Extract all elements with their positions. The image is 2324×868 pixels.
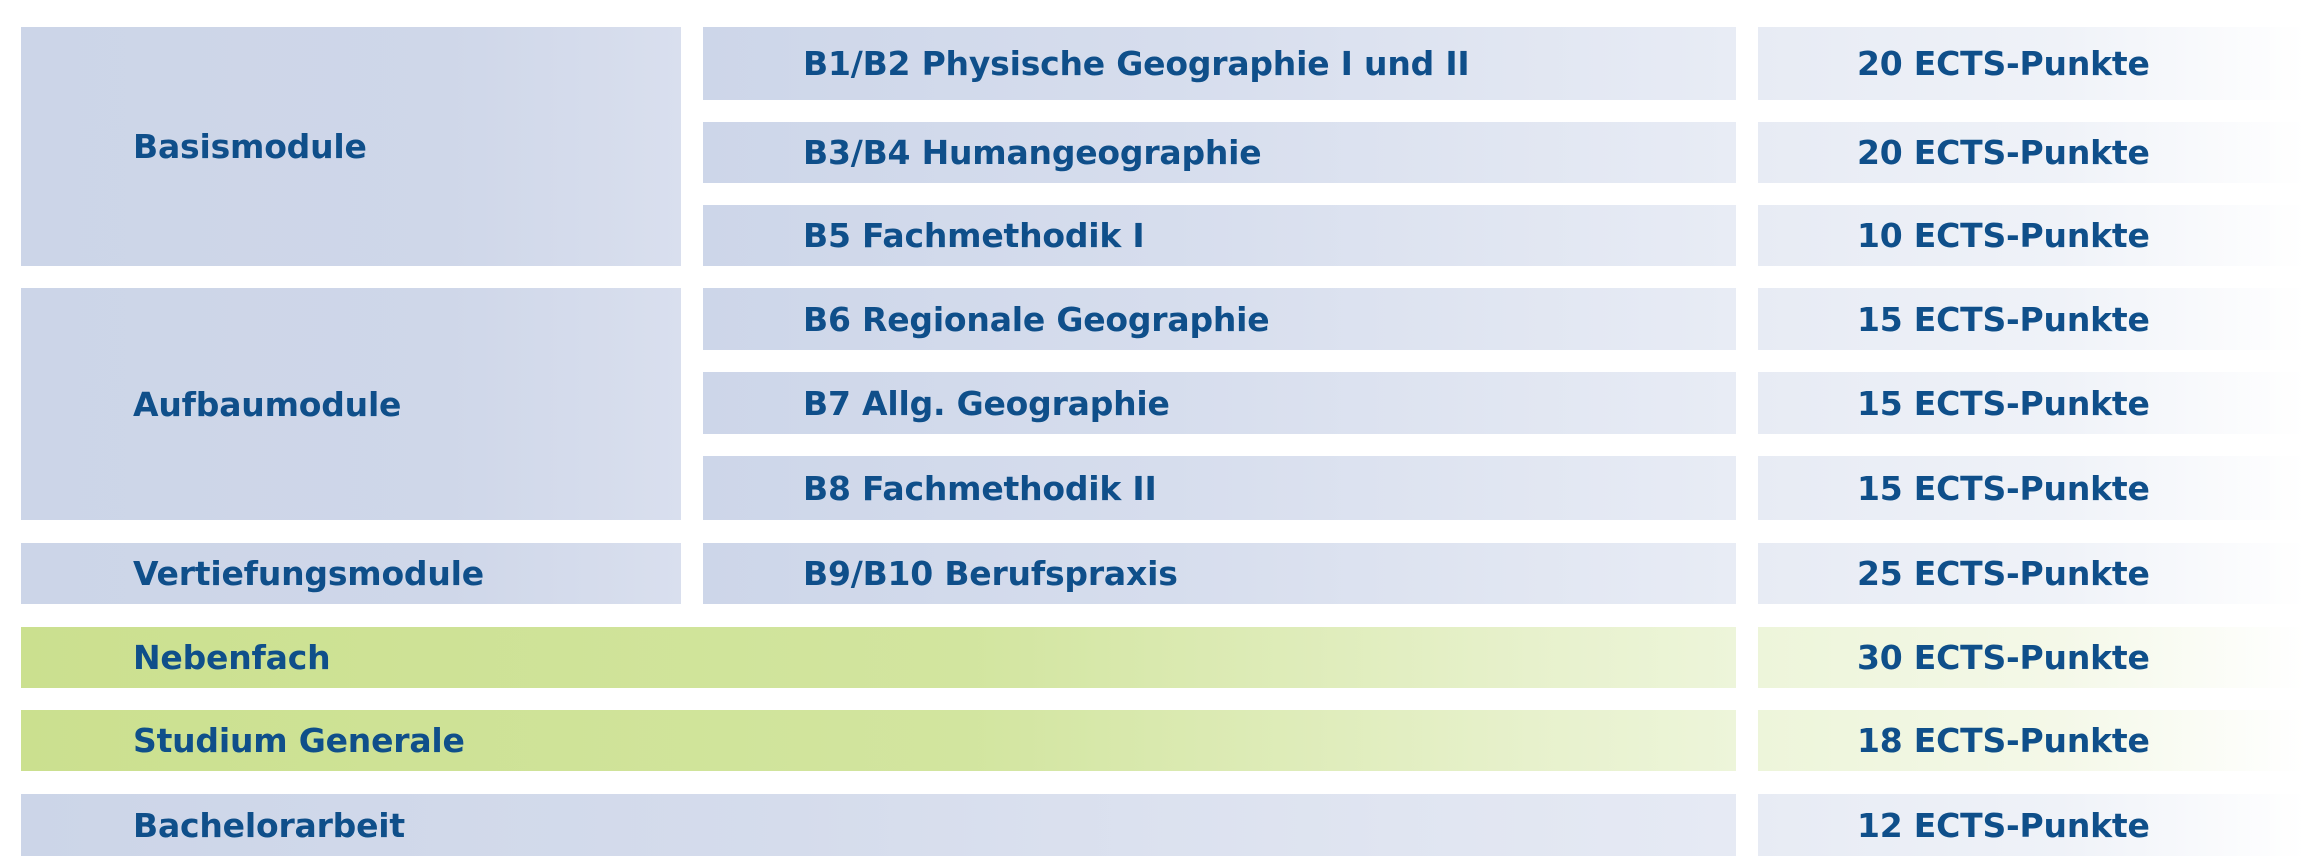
ects-cell: 12 ECTS-Punkte	[1758, 794, 2306, 856]
module-row: B9/B10 Berufspraxis	[703, 543, 1736, 604]
category-bachelorarbeit: Bachelorarbeit	[21, 794, 1736, 856]
module-label: B6 Regionale Geographie	[803, 299, 1270, 339]
category-label: Nebenfach	[133, 638, 331, 677]
module-label: B1/B2 Physische Geographie I und II	[803, 44, 1470, 83]
ects-cell: 20 ECTS-Punkte	[1758, 27, 2306, 100]
ects-label: 12 ECTS-Punkte	[1857, 805, 2150, 845]
ects-label: 25 ECTS-Punkte	[1857, 554, 2150, 593]
module-row: B6 Regionale Geographie	[703, 288, 1736, 350]
ects-cell: 15 ECTS-Punkte	[1758, 288, 2306, 350]
ects-cell: 30 ECTS-Punkte	[1758, 627, 2306, 688]
module-row: B1/B2 Physische Geographie I und II	[703, 27, 1736, 100]
module-label: B3/B4 Humangeographie	[803, 133, 1262, 172]
ects-cell: 18 ECTS-Punkte	[1758, 710, 2306, 771]
module-label: B8 Fachmethodik II	[803, 468, 1157, 508]
category-vertiefungsmodule: Vertiefungsmodule	[21, 543, 681, 604]
ects-label: 20 ECTS-Punkte	[1857, 133, 2150, 172]
module-label: B9/B10 Berufspraxis	[803, 554, 1178, 593]
category-label: Vertiefungsmodule	[133, 554, 484, 593]
module-label: B7 Allg. Geographie	[803, 383, 1170, 423]
ects-label: 10 ECTS-Punkte	[1857, 216, 2150, 255]
category-basismodule: Basismodule	[21, 27, 681, 266]
ects-cell: 10 ECTS-Punkte	[1758, 205, 2306, 266]
ects-cell: 20 ECTS-Punkte	[1758, 122, 2306, 183]
ects-label: 20 ECTS-Punkte	[1857, 44, 2150, 83]
category-label: Aufbaumodule	[133, 384, 402, 424]
ects-label: 15 ECTS-Punkte	[1857, 383, 2150, 423]
ects-cell: 15 ECTS-Punkte	[1758, 372, 2306, 434]
module-row: B7 Allg. Geographie	[703, 372, 1736, 434]
ects-label: 30 ECTS-Punkte	[1857, 638, 2150, 677]
module-row: B3/B4 Humangeographie	[703, 122, 1736, 183]
ects-cell: 25 ECTS-Punkte	[1758, 543, 2306, 604]
ects-label: 15 ECTS-Punkte	[1857, 468, 2150, 508]
category-label: Bachelorarbeit	[133, 805, 405, 845]
module-row: B8 Fachmethodik II	[703, 456, 1736, 520]
category-label: Studium Generale	[133, 721, 465, 760]
ects-cell: 15 ECTS-Punkte	[1758, 456, 2306, 520]
category-label: Basismodule	[133, 127, 367, 166]
category-aufbaumodule: Aufbaumodule	[21, 288, 681, 520]
category-studium-generale: Studium Generale	[21, 710, 1736, 771]
module-label: B5 Fachmethodik I	[803, 216, 1145, 255]
module-row: B5 Fachmethodik I	[703, 205, 1736, 266]
category-nebenfach: Nebenfach	[21, 627, 1736, 688]
ects-label: 15 ECTS-Punkte	[1857, 299, 2150, 339]
ects-label: 18 ECTS-Punkte	[1857, 721, 2150, 760]
